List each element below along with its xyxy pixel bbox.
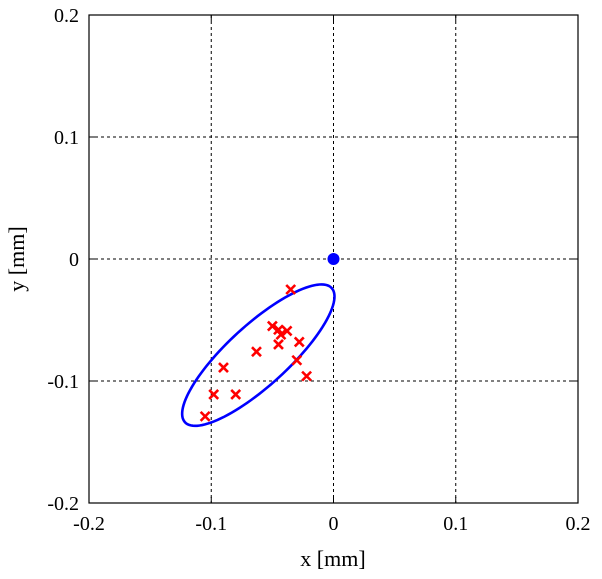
scatter-point-x-12 xyxy=(230,389,242,400)
marker-stroke xyxy=(291,354,303,366)
x-tick-labels: -0.2 -0.1 0 0.1 0.2 xyxy=(73,513,590,535)
confidence-ellipse xyxy=(180,283,336,428)
x-tick-label: -0.1 xyxy=(195,513,227,535)
marker-stroke xyxy=(273,338,284,350)
scatter-point-x-1 xyxy=(266,320,278,332)
axis-ticks xyxy=(88,14,579,504)
x-tick-label: 0.2 xyxy=(566,513,591,535)
scatter-point-x-4 xyxy=(281,325,293,337)
y-tick-label: -0.1 xyxy=(47,371,79,393)
marker-stroke xyxy=(230,389,242,400)
data-points xyxy=(199,253,340,422)
scatter-point-x-11 xyxy=(208,389,220,400)
y-tick-label: 0.2 xyxy=(54,5,79,27)
marker-stroke xyxy=(285,284,297,295)
scatter-point-x-13 xyxy=(199,410,211,422)
marker-stroke xyxy=(293,336,305,348)
scatter-point-x-9 xyxy=(301,370,313,382)
marker-stroke xyxy=(208,389,220,400)
scatter-point-x-3 xyxy=(275,329,287,341)
marker-stroke xyxy=(266,320,278,332)
scatter-point-x-10 xyxy=(218,362,229,373)
marker-stroke xyxy=(281,325,293,337)
y-tick-labels: -0.2 -0.1 0 0.1 0.2 xyxy=(47,5,79,515)
scatter-point-x-5 xyxy=(251,346,262,358)
x-tick-label: -0.2 xyxy=(73,513,105,535)
marker-stroke xyxy=(275,329,287,341)
y-tick-label: -0.2 xyxy=(47,493,79,515)
scatter-point-x-0 xyxy=(285,284,297,295)
scatter-point-x-6 xyxy=(273,338,284,350)
y-tick-label: 0.1 xyxy=(54,127,79,149)
x-tick-label: 0 xyxy=(329,513,339,535)
scatter-point-x-7 xyxy=(293,336,305,348)
x-tick-label: 0.1 xyxy=(443,513,468,535)
marker-stroke xyxy=(301,370,313,382)
y-axis-label: y [mm] xyxy=(4,226,29,291)
marker-stroke xyxy=(199,410,211,422)
marker-stroke xyxy=(273,324,284,336)
origin-point xyxy=(327,253,340,265)
x-axis-label: x [mm] xyxy=(300,546,365,571)
y-tick-label: 0 xyxy=(69,249,79,271)
marker-stroke xyxy=(251,346,262,358)
marker-stroke xyxy=(218,362,229,373)
scatter-point-x-8 xyxy=(291,354,303,366)
